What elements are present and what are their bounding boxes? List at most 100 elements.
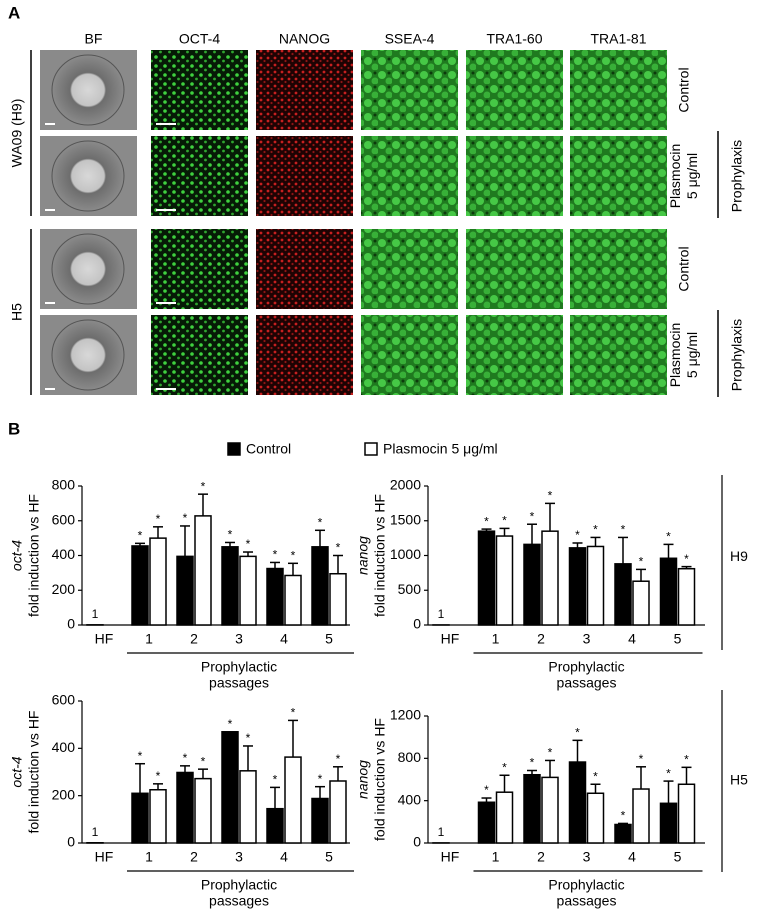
x-axis-label: passages <box>209 893 269 909</box>
x-axis-label: passages <box>209 675 269 691</box>
x-tick-label: 3 <box>235 631 243 647</box>
column-label: OCT-4 <box>179 31 220 47</box>
bar <box>239 555 257 626</box>
bar <box>586 545 605 626</box>
y-tick-label: 1200 <box>390 707 421 723</box>
x-tick-label: 5 <box>325 849 333 865</box>
significance: * <box>548 489 553 503</box>
x-tick-label: HF <box>95 849 114 865</box>
panel-label: B <box>8 419 20 438</box>
micrograph <box>151 229 248 309</box>
bar <box>495 535 514 626</box>
significance: * <box>530 756 535 770</box>
micrograph <box>151 136 248 216</box>
y-axis-label: fold induction vs HF <box>26 494 42 617</box>
bar <box>284 574 302 626</box>
significance: * <box>291 548 296 562</box>
x-tick-label: HF <box>441 631 460 647</box>
row-label: Control <box>676 67 692 112</box>
significance: * <box>201 479 206 493</box>
column-label: BF <box>85 31 103 47</box>
y-tick-label: 500 <box>398 581 422 597</box>
x-axis-label: passages <box>557 675 617 691</box>
row-label: 5 μg/ml <box>684 153 700 199</box>
x-tick-label: 2 <box>190 849 198 865</box>
micrograph <box>466 50 563 130</box>
y-tick-label: 800 <box>52 477 76 493</box>
y-axis-label: fold induction vs HF <box>26 711 42 834</box>
bar <box>614 563 632 626</box>
significance: * <box>138 749 143 763</box>
x-tick-label: 4 <box>628 849 636 865</box>
significance: * <box>621 523 626 537</box>
x-axis-label: Prophylactic <box>548 659 624 675</box>
x-axis-label: Prophylactic <box>548 877 624 893</box>
bar <box>149 537 167 626</box>
bar <box>632 580 650 626</box>
x-tick-label: 5 <box>325 631 333 647</box>
bar <box>194 515 212 626</box>
significance: * <box>228 528 233 542</box>
y-axis-gene: oct-4 <box>9 540 25 571</box>
significance: * <box>183 511 188 525</box>
y-tick-label: 0 <box>67 834 75 850</box>
legend-swatch <box>227 442 241 456</box>
bar <box>149 789 167 844</box>
bar <box>495 791 514 844</box>
x-tick-label: 4 <box>628 631 636 647</box>
x-tick-label: 3 <box>235 849 243 865</box>
significance: * <box>593 769 598 783</box>
legend-swatch <box>364 442 378 456</box>
y-tick-label: 200 <box>52 786 76 802</box>
significance: * <box>228 717 233 731</box>
group-label: WA09 (H9) <box>9 99 25 168</box>
micrograph <box>466 136 563 216</box>
bar <box>586 792 605 844</box>
bar <box>659 557 678 626</box>
y-tick-label: 2000 <box>390 477 421 493</box>
x-tick-label: 5 <box>674 631 682 647</box>
bar <box>221 731 239 844</box>
significance: * <box>530 509 535 523</box>
value-label: 1 <box>438 825 445 839</box>
y-axis-label: fold induction vs HF <box>372 718 388 841</box>
micrograph <box>361 229 458 309</box>
column-label: NANOG <box>279 31 330 47</box>
value-label: 1 <box>92 825 99 839</box>
colony <box>51 140 125 212</box>
micrograph <box>151 315 248 395</box>
x-axis-label: Prophylactic <box>201 877 277 893</box>
micrograph <box>570 136 667 216</box>
significance: * <box>318 772 323 786</box>
significance: * <box>156 769 161 783</box>
bar <box>194 777 212 844</box>
significance: * <box>575 528 580 542</box>
bar <box>329 780 347 844</box>
bar <box>614 823 632 844</box>
bar <box>221 546 239 626</box>
micrograph <box>361 50 458 130</box>
bar <box>266 807 284 844</box>
y-axis-gene: nanog <box>355 536 371 575</box>
x-tick-label: 5 <box>674 849 682 865</box>
bar <box>568 761 587 844</box>
y-tick-label: 400 <box>52 739 76 755</box>
significance: * <box>575 726 580 740</box>
cell-line-label: H9 <box>730 548 748 564</box>
significance: * <box>156 512 161 526</box>
micrograph <box>361 315 458 395</box>
bar <box>541 530 559 626</box>
significance: * <box>639 555 644 569</box>
row-label: 5 μg/ml <box>684 332 700 378</box>
x-axis-label: Prophylactic <box>201 659 277 675</box>
row-label: Plasmocin <box>667 144 683 209</box>
bar <box>541 776 559 844</box>
significance: * <box>502 514 507 528</box>
bar <box>176 555 194 626</box>
significance: * <box>484 514 489 528</box>
significance: * <box>666 766 671 780</box>
column-label: TRA1-81 <box>590 31 646 47</box>
bar <box>659 802 678 844</box>
